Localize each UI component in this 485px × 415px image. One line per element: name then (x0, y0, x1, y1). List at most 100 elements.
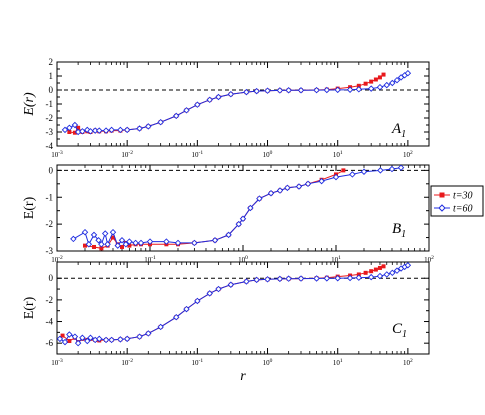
data-point (67, 339, 72, 344)
y-tick-label: -2 (46, 219, 54, 229)
x-axis-title: r (240, 369, 246, 384)
series-group (70, 165, 405, 251)
data-point (323, 275, 331, 282)
data-point (404, 262, 412, 269)
y-tick-label: -2 (46, 113, 54, 123)
data-point (67, 130, 72, 134)
data-point (381, 264, 386, 269)
data-point (239, 215, 247, 222)
data-point (389, 79, 396, 87)
data-point (243, 88, 250, 96)
data-point (215, 285, 222, 293)
y-tick-label: 0 (49, 273, 54, 283)
panel-b1: -3 -2 -1 0 10-2 10-1 100 101 102 E(r) B1 (22, 164, 434, 264)
plot-frame (56, 261, 430, 355)
data-point (79, 334, 86, 342)
data-point (313, 275, 320, 282)
data-point (373, 267, 378, 272)
data-point (85, 241, 93, 248)
data-point (334, 274, 341, 282)
y-tick-label: 0 (49, 85, 54, 95)
y-axis-title: E(r) (22, 296, 37, 319)
data-point (206, 290, 213, 297)
data-point (74, 339, 82, 347)
data-point (183, 107, 190, 114)
data-point (285, 275, 292, 282)
data-point (109, 228, 117, 236)
y-tick-label: -3 (46, 127, 54, 137)
data-point (90, 231, 98, 239)
data-point (377, 75, 382, 80)
x-tick-label: 10-3 (51, 358, 63, 367)
data-point (381, 72, 386, 77)
data-point (295, 183, 303, 190)
legend-marker (439, 192, 445, 198)
data-point (264, 276, 271, 283)
data-point (145, 330, 152, 337)
data-point (172, 112, 180, 120)
data-point (346, 86, 354, 93)
data-point (369, 269, 374, 274)
data-point (206, 96, 213, 104)
data-point (70, 235, 77, 243)
data-point (377, 167, 384, 174)
data-point (194, 101, 201, 108)
data-point (117, 336, 124, 343)
data-point (163, 238, 170, 245)
legend-label: t=30 (453, 191, 473, 202)
x-tick-label: 102 (403, 150, 413, 159)
data-point (323, 86, 331, 94)
x-tick-label: 100 (238, 255, 248, 264)
x-tick-label: 10-1 (144, 255, 156, 264)
y-tick-label: -4 (46, 317, 54, 327)
data-point (66, 124, 73, 132)
series-group (57, 262, 412, 347)
x-tick-label: 100 (263, 150, 273, 159)
data-point (264, 87, 271, 94)
x-tick-label: 10-1 (192, 150, 204, 159)
series-line-t=60 (64, 72, 409, 133)
data-point (84, 337, 91, 345)
data-point (126, 238, 133, 245)
data-point (313, 86, 320, 94)
data-point (96, 335, 103, 343)
x-tick-label: 10-1 (192, 358, 204, 367)
data-point (383, 271, 390, 278)
data-point (136, 125, 143, 132)
data-point (276, 275, 284, 283)
data-point (369, 79, 374, 84)
x-tick-label: 101 (331, 255, 341, 264)
data-point (108, 336, 115, 344)
data-point (61, 126, 69, 134)
data-point (383, 81, 390, 89)
data-point (253, 276, 260, 284)
data-point (227, 281, 235, 288)
data-point (117, 126, 124, 134)
data-point (318, 177, 325, 185)
data-point (172, 313, 180, 321)
data-point (137, 239, 145, 247)
data-point (110, 235, 115, 240)
y-tick-label: -3 (46, 246, 54, 256)
data-point (276, 187, 284, 194)
panel-label: B1 (392, 221, 406, 240)
data-point (98, 241, 105, 248)
y-tick-label: 2 (49, 57, 54, 67)
y-axis-title: E(r) (22, 196, 37, 219)
data-point (376, 83, 384, 91)
data-point (122, 241, 130, 248)
data-point (60, 333, 65, 338)
data-point (95, 237, 102, 244)
data-point (82, 243, 87, 248)
data-point (211, 237, 219, 244)
data-point (136, 333, 143, 340)
data-point (225, 231, 232, 239)
data-point (146, 238, 154, 245)
data-point (102, 336, 110, 344)
y-tick-label: 0 (49, 165, 54, 175)
panel-c1: -6 -4 -2 0 10-3 10-2 10-1 100 101 102 E(r) C1 r (22, 261, 430, 384)
data-point (356, 83, 361, 88)
y-tick-label: -1 (46, 192, 54, 202)
panel-label: A1 (391, 121, 406, 140)
data-point (367, 85, 375, 92)
